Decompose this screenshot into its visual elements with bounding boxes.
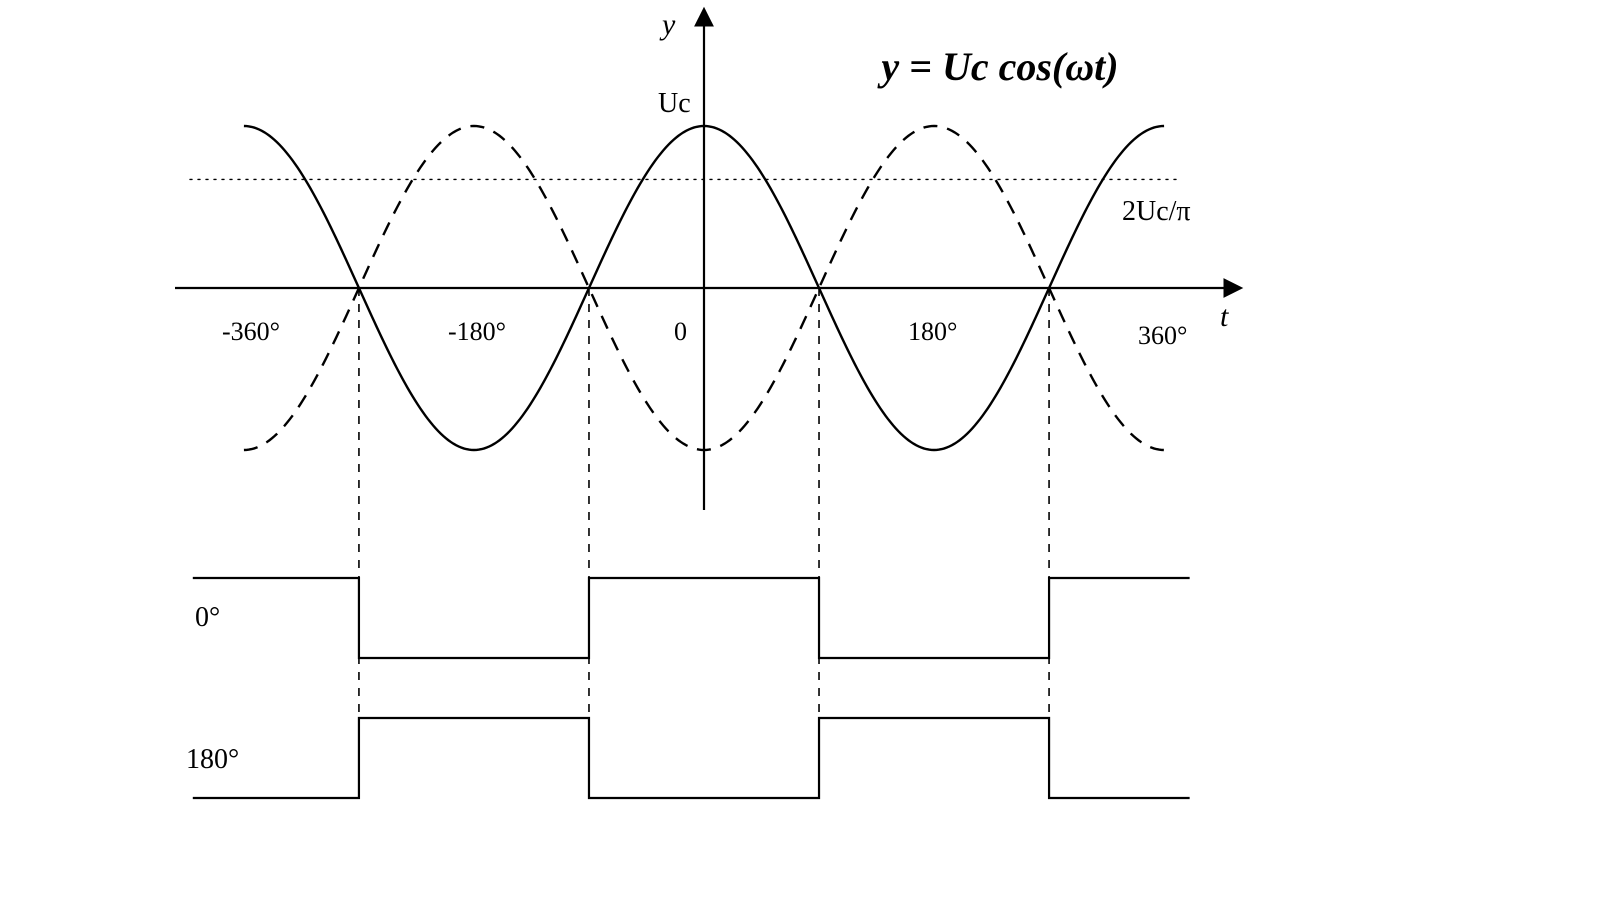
xtick-label: 360° [1138, 321, 1187, 350]
y-axis-label: y [659, 8, 676, 41]
average-label: 2Uc/π [1122, 196, 1191, 227]
xtick-label: -360° [222, 317, 280, 346]
x-axis-label: t [1220, 300, 1229, 333]
xtick-label: -180° [448, 317, 506, 346]
square-wave-label-wave0: 0° [195, 602, 220, 633]
square-wave-wave0 [193, 578, 1190, 658]
xtick-label: 0 [674, 317, 687, 346]
square-wave-label-wave180: 180° [186, 744, 239, 775]
amplitude-label: Uc [658, 88, 691, 119]
formula: y = Uc cos(ωt) [877, 44, 1118, 89]
xtick-label: 180° [908, 317, 957, 346]
square-wave-wave180 [193, 718, 1190, 798]
